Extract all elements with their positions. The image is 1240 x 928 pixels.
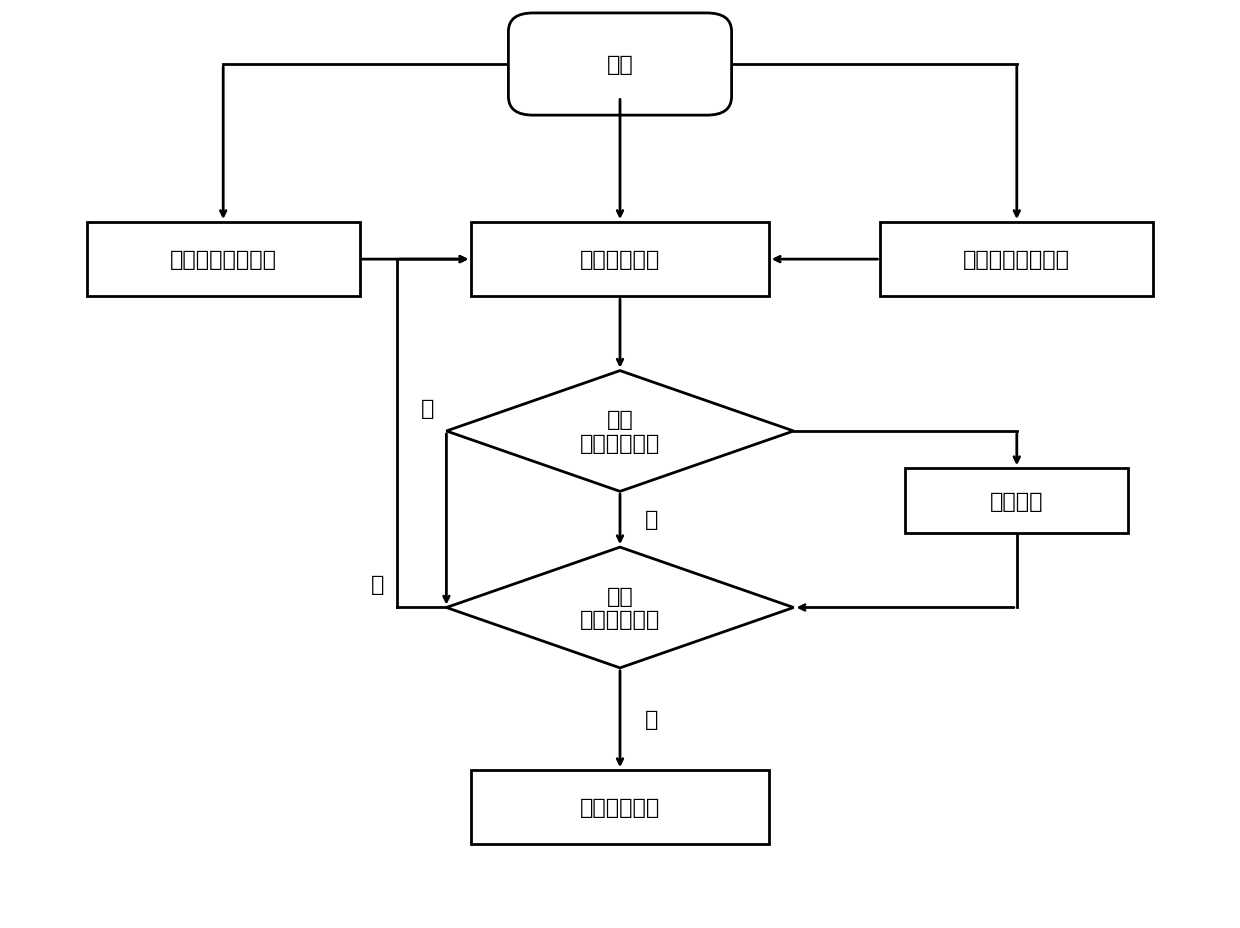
FancyBboxPatch shape [471, 223, 769, 297]
Text: 是: 是 [645, 709, 658, 729]
Polygon shape [446, 548, 794, 668]
Polygon shape [446, 371, 794, 492]
Text: 是否
为运动态手势: 是否 为运动态手势 [580, 410, 660, 453]
Text: 开始: 开始 [606, 55, 634, 75]
FancyBboxPatch shape [508, 14, 732, 116]
Text: 否: 否 [371, 574, 384, 595]
Text: 输出控制指令: 输出控制指令 [580, 797, 660, 818]
FancyBboxPatch shape [87, 223, 360, 297]
Text: 视觉反馈: 视觉反馈 [990, 491, 1044, 511]
Text: 是: 是 [645, 509, 658, 530]
FancyBboxPatch shape [905, 469, 1128, 534]
Text: 是否
满足决策条件: 是否 满足决策条件 [580, 586, 660, 629]
FancyBboxPatch shape [471, 770, 769, 844]
Text: 否: 否 [420, 398, 434, 419]
Text: 采集表面肌电信号: 采集表面肌电信号 [963, 250, 1070, 270]
Text: 视觉刺激界面闪烁: 视觉刺激界面闪烁 [170, 250, 277, 270]
Text: 检测用户输入: 检测用户输入 [580, 250, 660, 270]
FancyBboxPatch shape [880, 223, 1153, 297]
